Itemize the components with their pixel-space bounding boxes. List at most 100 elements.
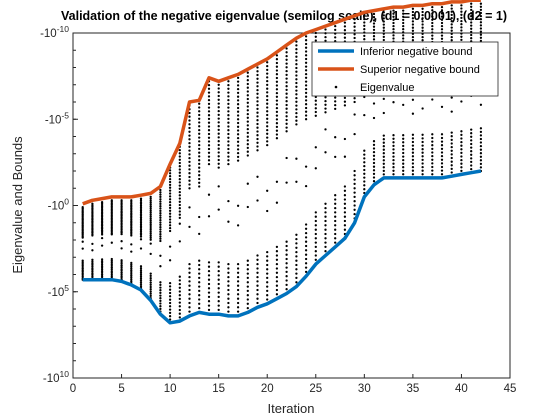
eigenvalue-point [188,187,191,190]
eigenvalue-point [285,81,288,84]
eigenvalue-point [372,116,376,120]
eigenvalue-point [450,135,453,138]
eigenvalue-point [275,65,279,68]
eigenvalue-point [256,141,259,144]
eigenvalue-point [207,193,211,196]
x-tick-label: 25 [309,383,322,395]
eigenvalue-point [266,113,269,117]
eigenvalue-point [91,266,94,270]
eigenvalue-point [295,115,298,119]
eigenvalue-point [334,219,337,223]
eigenvalue-point [363,38,366,41]
eigenvalue-point [372,22,376,25]
eigenvalue-point [295,263,298,267]
eigenvalue-point [168,221,172,224]
eigenvalue-point [120,267,123,271]
eigenvalue-point [324,215,327,218]
eigenvalue-point [159,305,162,308]
eigenvalue-point [470,157,473,160]
eigenvalue-point [149,285,152,289]
eigenvalue-point [440,5,444,9]
eigenvalue-point [372,12,376,16]
eigenvalue-point [295,44,298,47]
eigenvalue-point [139,280,143,284]
eigenvalue-point [285,122,288,125]
eigenvalue-point [470,21,473,24]
eigenvalue-point [168,189,172,192]
eigenvalue-point [411,23,415,26]
eigenvalue-point [324,128,327,131]
eigenvalue-point [460,16,463,20]
eigenvalue-point [246,154,249,157]
eigenvalue-point [168,198,172,201]
eigenvalue-point [168,245,172,248]
eigenvalue-point [256,119,259,122]
eigenvalue-point [217,106,220,109]
eigenvalue-point [227,220,230,223]
eigenvalue-point [450,138,453,142]
eigenvalue-point [285,47,288,50]
eigenvalue-point [411,169,415,172]
eigenvalue-point [149,252,152,256]
eigenvalue-point [159,307,162,311]
eigenvalue-point [217,304,220,307]
eigenvalue-point [149,226,152,230]
eigenvalue-point [440,12,444,15]
eigenvalue-point [479,33,483,36]
eigenvalue-point [440,151,444,154]
eigenvalue-point [188,134,191,137]
eigenvalue-point [178,152,181,155]
eigenvalue-point [188,119,191,122]
eigenvalue-point [285,266,288,269]
eigenvalue-point [130,215,133,218]
eigenvalue-point [353,208,356,211]
eigenvalue-point [81,270,84,273]
eigenvalue-point [450,131,453,134]
eigenvalue-point [227,80,230,83]
eigenvalue-point [314,250,317,253]
eigenvalue-point [100,268,104,271]
eigenvalue-point [227,136,230,139]
eigenvalue-point [450,16,453,20]
eigenvalue-point [130,270,133,274]
eigenvalue-point [91,270,94,273]
x-tick-label: 35 [406,383,419,395]
eigenvalue-point [178,190,181,194]
eigenvalue-point [120,269,123,272]
eigenvalue-point [479,8,483,12]
eigenvalue-point [314,114,317,117]
eigenvalue-point [217,140,220,143]
eigenvalue-point [470,33,473,37]
eigenvalue-point [188,284,191,287]
eigenvalue-point [149,228,152,232]
eigenvalue-point [227,280,230,283]
y-tick-label: -10-10 [40,24,69,40]
eigenvalue-point [470,139,473,142]
eigenvalue-point [402,137,405,140]
eigenvalue-point [168,192,172,195]
eigenvalue-point [198,125,201,128]
eigenvalue-point [246,94,249,97]
eigenvalue-point [188,123,191,126]
eigenvalue-point [285,69,288,73]
eigenvalue-point [130,276,133,279]
eigenvalue-point [314,241,317,244]
eigenvalue-point [382,32,385,35]
eigenvalue-point [402,148,405,151]
eigenvalue-point [178,294,181,297]
eigenvalue-point [168,209,172,212]
eigenvalue-point [266,68,269,72]
eigenvalue-point [227,288,230,292]
eigenvalue-point [392,151,395,155]
eigenvalue-point [402,134,405,137]
eigenvalue-point [304,72,308,76]
eigenvalue-point [159,265,162,268]
eigenvalue-point [91,234,94,237]
eigenvalue-point [372,176,376,179]
eigenvalue-point [159,254,162,257]
eigenvalue-point [295,70,298,73]
eigenvalue-point [256,175,259,178]
eigenvalue-point [159,302,162,305]
eigenvalue-point [246,112,249,116]
